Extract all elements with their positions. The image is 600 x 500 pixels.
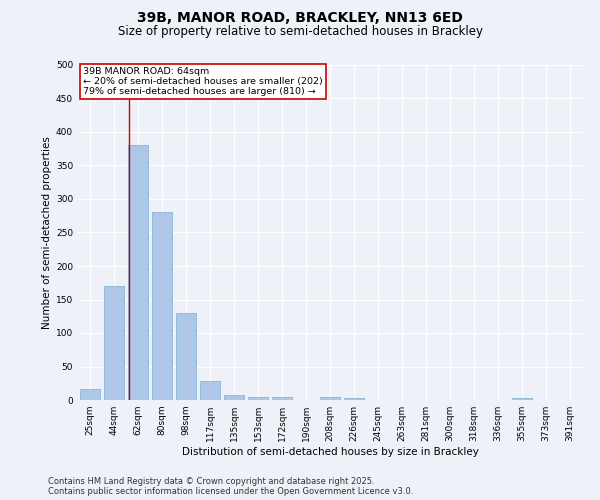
Bar xyxy=(176,313,196,400)
Y-axis label: Number of semi-detached properties: Number of semi-detached properties xyxy=(42,136,52,329)
Bar xyxy=(224,394,244,400)
Bar xyxy=(104,286,124,400)
Bar xyxy=(80,390,100,400)
Text: 39B, MANOR ROAD, BRACKLEY, NN13 6ED: 39B, MANOR ROAD, BRACKLEY, NN13 6ED xyxy=(137,12,463,26)
Bar xyxy=(512,398,532,400)
Bar xyxy=(200,381,220,400)
Bar xyxy=(272,396,292,400)
Text: Size of property relative to semi-detached houses in Brackley: Size of property relative to semi-detach… xyxy=(118,25,482,38)
Text: 39B MANOR ROAD: 64sqm
← 20% of semi-detached houses are smaller (202)
79% of sem: 39B MANOR ROAD: 64sqm ← 20% of semi-deta… xyxy=(83,66,323,96)
Bar xyxy=(128,146,148,400)
X-axis label: Distribution of semi-detached houses by size in Brackley: Distribution of semi-detached houses by … xyxy=(182,447,478,457)
Bar xyxy=(344,398,364,400)
Bar xyxy=(248,396,268,400)
Text: Contains HM Land Registry data © Crown copyright and database right 2025.
Contai: Contains HM Land Registry data © Crown c… xyxy=(48,476,413,496)
Bar xyxy=(320,396,340,400)
Bar xyxy=(152,212,172,400)
